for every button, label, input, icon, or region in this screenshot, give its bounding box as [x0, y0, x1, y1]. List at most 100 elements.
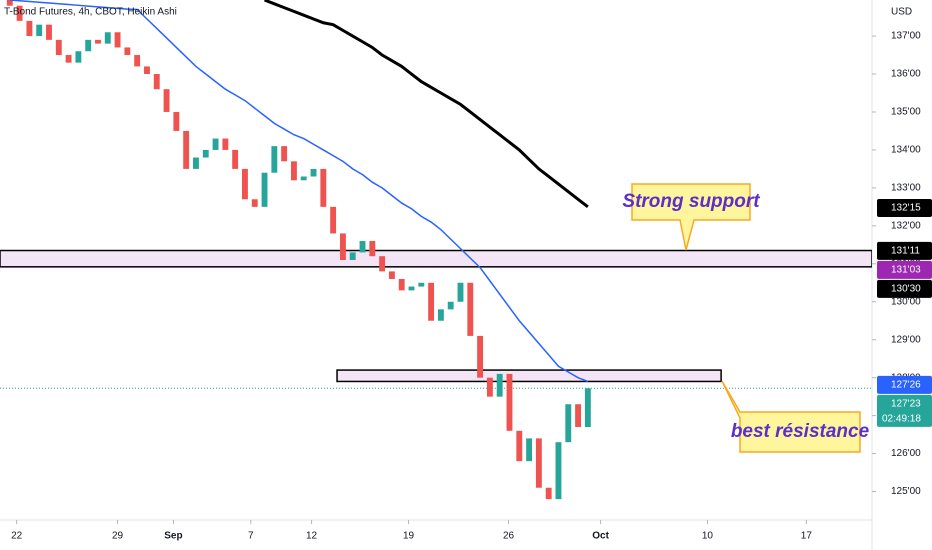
candle-body: [320, 168, 327, 207]
moving-average: [263, 0, 589, 209]
currency: USD: [891, 7, 912, 18]
x-tick-label: 22: [11, 531, 23, 542]
x-tick-label: 19: [403, 531, 415, 542]
candle-body: [281, 146, 288, 162]
candle-body: [16, 5, 23, 21]
candle-body: [104, 32, 111, 44]
y-tick-label: 135'00: [891, 107, 921, 118]
x-tick-label: 10: [702, 531, 714, 542]
candle-body: [339, 233, 346, 260]
x-tick-label: Sep: [164, 531, 182, 542]
candle-body: [575, 404, 582, 428]
candle-body: [467, 282, 474, 336]
callout-box: [721, 380, 861, 453]
candle-body: [535, 438, 542, 488]
candle-body: [124, 47, 131, 56]
candle-body: [134, 55, 141, 67]
y-tick-label: 136'00: [891, 69, 921, 80]
price-badge-label: 131'11: [891, 246, 920, 257]
price-badge: [877, 260, 932, 279]
candle-body: [496, 373, 503, 397]
candle-body: [330, 206, 337, 234]
candle-body: [408, 286, 415, 291]
zone: [0, 249, 872, 268]
price-badge-label: 132'15: [891, 203, 921, 214]
price-badge: [877, 394, 932, 427]
x-tick-label: 7: [248, 531, 254, 542]
y-tick-label: 129'00: [891, 334, 921, 345]
candle-body: [300, 176, 307, 181]
candle-body: [477, 335, 484, 378]
x-tick-label: Oct: [592, 531, 609, 542]
candle-body: [26, 20, 33, 37]
plot-area: [0, 0, 872, 500]
y-tick-label: 130'00: [891, 296, 921, 307]
price-badge: [877, 279, 932, 298]
y-tick-label: 132'00: [891, 220, 921, 231]
candle-body: [565, 404, 572, 443]
candle-body: [222, 138, 229, 150]
candle-body: [398, 278, 405, 291]
price-badge-label: 127'26: [891, 380, 921, 391]
candle-body: [437, 309, 444, 321]
candle-body: [75, 51, 82, 63]
candle-body: [114, 32, 121, 48]
candle-body: [65, 55, 72, 63]
candle-body: [359, 241, 366, 253]
price-badge: [877, 375, 932, 394]
price-badge: [877, 199, 932, 217]
candle-body: [202, 149, 209, 158]
candle-body: [144, 66, 150, 75]
candle-body: [193, 157, 199, 169]
price-badge: [877, 241, 932, 260]
y-tick-label: 125'00: [891, 486, 921, 497]
candle-body: [388, 271, 395, 279]
x-tick-label: 12: [306, 531, 318, 542]
candle-body: [506, 373, 513, 431]
y-tick-label: 137'00: [891, 31, 921, 42]
candle-body: [290, 161, 297, 181]
candle-body: [55, 39, 62, 56]
candle-body: [428, 282, 435, 321]
candle-body: [418, 282, 425, 287]
candle-body: [6, 0, 13, 6]
price-badge-label: 127'23: [891, 399, 921, 410]
candle-body: [545, 487, 552, 500]
candle-body: [232, 149, 239, 169]
candle-body: [183, 130, 190, 169]
x-tick-label: 29: [112, 531, 124, 542]
candle-body: [379, 256, 386, 272]
price-badge-label: 131'03: [891, 265, 921, 276]
candle-body: [85, 39, 92, 52]
candle-body: [153, 74, 160, 90]
candle-body: [555, 442, 562, 500]
callout-text: best résistance: [731, 421, 870, 442]
candle-body: [173, 111, 180, 131]
zone: [336, 369, 722, 383]
price-badge-label: 130'30: [891, 284, 921, 295]
candle-body: [242, 168, 248, 200]
y-tick-label: 133'00: [891, 183, 921, 194]
candle-body: [369, 241, 376, 257]
candle-body: [349, 252, 356, 260]
candle-body: [36, 24, 43, 37]
candle-body: [271, 146, 278, 173]
candle-body: [447, 301, 454, 310]
candle-body: [163, 89, 170, 112]
x-tick-label: 26: [503, 531, 515, 542]
candle-body: [261, 172, 268, 207]
candle-body: [310, 168, 317, 177]
candle-body: [457, 282, 464, 302]
candle-body: [95, 39, 101, 44]
x-tick-label: 17: [801, 531, 813, 542]
candle-body: [212, 138, 219, 150]
callout-support: Strong support: [622, 183, 760, 251]
y-tick-label: 134'00: [891, 145, 921, 156]
candle-body: [584, 388, 591, 428]
candle-body: [526, 438, 533, 462]
candle-body: [46, 24, 52, 40]
callout-resistance: best résistance: [721, 380, 870, 453]
callout-text: Strong support: [622, 191, 760, 212]
candle-body: [251, 199, 258, 207]
